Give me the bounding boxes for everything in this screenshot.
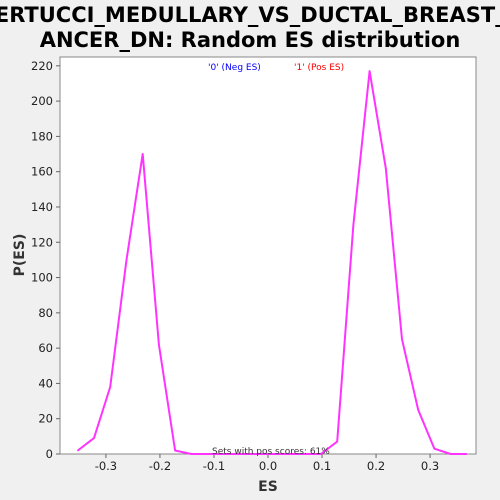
legend-neg-es: '0' (Neg ES) <box>208 63 261 73</box>
y-axis: 0 20 40 60 80 100 120 140 160 180 200 220 <box>31 59 60 461</box>
y-tick-label: 0 <box>46 447 53 461</box>
es-data-point <box>77 449 79 452</box>
y-axis-label: P(ES) <box>12 234 28 277</box>
es-data-point <box>466 453 468 455</box>
es-data-point <box>125 259 128 261</box>
y-tick-label: 160 <box>31 165 53 179</box>
es-data-point <box>109 386 112 388</box>
es-data-point <box>239 453 241 455</box>
x-axis: -0.3 -0.2 -0.1 0.0 0.1 0.2 0.3 <box>95 454 439 473</box>
y-tick-label: 200 <box>31 94 53 108</box>
es-data-point <box>352 223 355 226</box>
series-layer <box>77 70 468 455</box>
y-tick-label: 120 <box>31 235 53 249</box>
es-data-point <box>433 447 436 450</box>
y-tick-label: 80 <box>38 306 53 320</box>
x-tick-label: -0.1 <box>203 459 225 473</box>
es-data-point <box>271 453 274 455</box>
es-data-point <box>303 453 306 455</box>
es-data-point <box>320 453 322 455</box>
es-data-point <box>287 453 290 455</box>
x-tick-label: -0.2 <box>149 459 171 473</box>
es-data-point <box>174 449 176 452</box>
y-tick-label: 60 <box>38 341 53 355</box>
x-tick-label: 0.2 <box>367 459 385 473</box>
es-data-point <box>368 70 371 72</box>
y-tick-label: 20 <box>38 412 53 426</box>
es-data-point <box>384 167 387 169</box>
chart-title-line-1: BERTUCCI_MEDULLARY_VS_DUCTAL_BREAST_C <box>0 3 500 27</box>
chart-title-line-2: ANCER_DN: Random ES distribution <box>40 28 461 52</box>
y-tick-label: 140 <box>31 200 53 214</box>
x-tick-label: 0.0 <box>259 459 277 473</box>
es-data-point <box>401 338 403 341</box>
y-tick-label: 100 <box>31 271 53 285</box>
legend-pos-es: '1' (Pos ES) <box>294 63 344 73</box>
es-data-point <box>222 453 225 455</box>
es-data-point <box>449 453 452 455</box>
es-data-point <box>141 153 144 155</box>
y-tick-label: 180 <box>31 129 53 143</box>
es-data-point <box>255 453 257 455</box>
x-tick-label: 0.3 <box>421 459 439 473</box>
y-tick-label: 220 <box>31 59 53 73</box>
es-data-point <box>190 453 193 455</box>
x-axis-label: ES <box>258 479 278 495</box>
x-tick-label: 0.1 <box>313 459 331 473</box>
es-data-point <box>417 409 419 411</box>
es-data-point <box>158 343 160 346</box>
es-data-point <box>336 440 338 443</box>
x-tick-label: -0.3 <box>95 459 117 473</box>
es-data-point <box>206 453 209 455</box>
es-data-point <box>93 437 95 439</box>
y-tick-label: 40 <box>38 376 53 390</box>
plot-area <box>59 56 477 455</box>
pos-scores-annotation: Sets with pos scores: 61% <box>212 447 330 457</box>
